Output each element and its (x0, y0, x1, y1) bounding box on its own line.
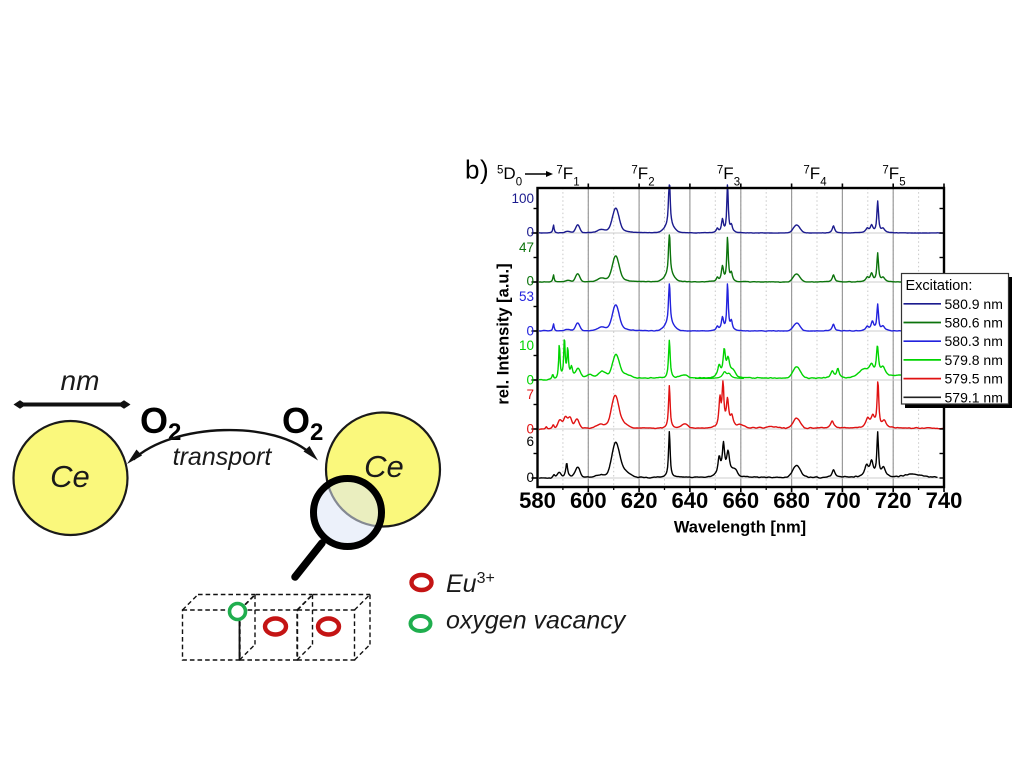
svg-text:53: 53 (519, 289, 534, 304)
svg-text:0: 0 (526, 274, 534, 289)
svg-text:7F3: 7F3 (717, 164, 740, 189)
svg-text:580.3 nm: 580.3 nm (945, 333, 1003, 349)
svg-text:Wavelength [nm]: Wavelength [nm] (674, 519, 806, 537)
svg-text:10: 10 (519, 338, 534, 353)
svg-text:transport: transport (173, 443, 273, 471)
svg-text:720: 720 (875, 488, 912, 513)
svg-text:O2: O2 (282, 400, 323, 446)
svg-text:Ce: Ce (50, 459, 90, 494)
svg-text:580: 580 (519, 488, 556, 513)
svg-text:nm: nm (61, 365, 100, 396)
svg-text:660: 660 (722, 488, 759, 513)
svg-text:640: 640 (672, 488, 709, 513)
svg-text:700: 700 (824, 488, 861, 513)
svg-text:580.6 nm: 580.6 nm (945, 315, 1003, 331)
svg-text:600: 600 (570, 488, 607, 513)
svg-text:0: 0 (526, 470, 534, 485)
svg-text:7F5: 7F5 (882, 164, 905, 189)
svg-text:579.1 nm: 579.1 nm (945, 389, 1003, 405)
svg-text:7: 7 (526, 387, 534, 402)
svg-text:0: 0 (526, 324, 534, 339)
svg-text:0: 0 (526, 225, 534, 240)
svg-text:Excitation:: Excitation: (906, 278, 973, 294)
svg-text:rel. Intensity [a.u.]: rel. Intensity [a.u.] (495, 263, 513, 404)
svg-text:579.8 nm: 579.8 nm (945, 352, 1003, 368)
svg-text:100: 100 (511, 191, 534, 206)
svg-text:7F2: 7F2 (631, 164, 654, 189)
svg-text:47: 47 (519, 240, 534, 255)
svg-text:6: 6 (526, 434, 534, 449)
svg-text:b): b) (465, 155, 489, 185)
svg-text:7F1: 7F1 (556, 164, 579, 189)
svg-text:0: 0 (526, 373, 534, 388)
svg-text:740: 740 (926, 488, 963, 513)
svg-text:620: 620 (621, 488, 658, 513)
svg-text:5D0: 5D0 (497, 164, 522, 189)
svg-text:680: 680 (773, 488, 810, 513)
svg-text:0: 0 (526, 422, 534, 437)
svg-text:Ce: Ce (364, 449, 404, 484)
svg-text:580.9 nm: 580.9 nm (945, 296, 1003, 312)
svg-text:oxygen vacancy: oxygen vacancy (446, 607, 627, 635)
svg-text:579.5 nm: 579.5 nm (945, 371, 1003, 387)
svg-text:7F4: 7F4 (803, 164, 827, 189)
